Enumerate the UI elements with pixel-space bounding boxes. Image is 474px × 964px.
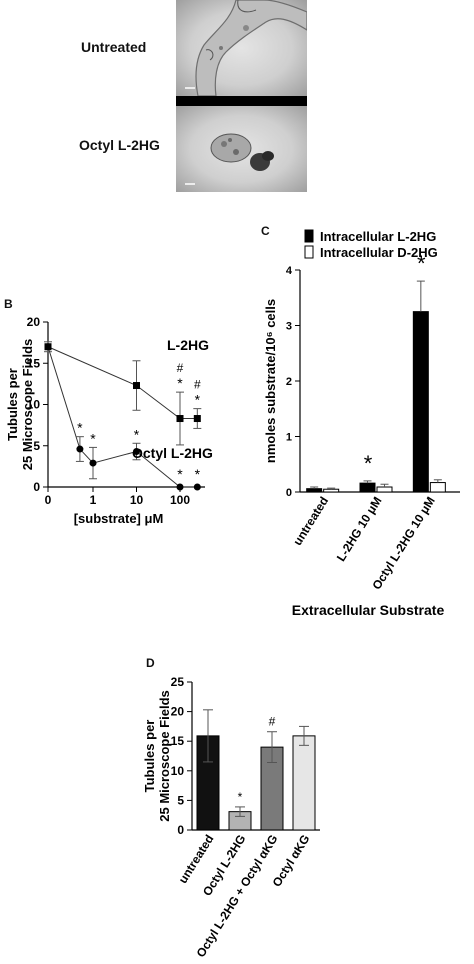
b-annotation-star: * [77,420,83,436]
c-y-tick-label: 0 [286,487,292,499]
d-annotation: # [269,715,276,729]
c-y-tick-label: 4 [286,265,293,277]
b-series-label-octyl: Octyl L-2HG [132,445,213,461]
micrograph-octyl-l2hg-image [185,133,274,185]
b-x-tick-label: 100 [170,493,190,507]
c-legend-swatch [304,229,314,243]
b-y-tick-label: 5 [33,439,40,453]
b-x-tick-label: 1 [90,493,97,507]
panel-letter-b: B [4,297,13,311]
d-y-tick-label: 15 [171,734,185,748]
c-category-label: untreated [290,494,331,548]
b-x-tick-label: 0 [45,493,52,507]
b-annotation-star: * [177,466,183,482]
b-point-circle [76,445,84,453]
d-y-tick-label: 10 [171,764,185,778]
b-y-axis-label: Tubules per25 Microscope Fields [5,339,35,471]
c-legend-label: Intracellular L-2HG [320,229,436,244]
b-y-tick-label: 15 [27,356,41,370]
c-annotation-star: * [417,251,426,276]
d-y-tick-label: 25 [171,675,185,689]
d-y-tick-label: 5 [177,793,184,807]
b-point-circle [133,448,140,456]
panel-letter-d: D [146,656,155,670]
b-x-tick-label: 10 [130,493,144,507]
micrograph-untreated-image [185,0,307,96]
micrograph-untreated [176,0,307,96]
d-bar [292,735,316,831]
b-point-circle [176,483,184,491]
b-annotation-star: * [177,375,183,391]
c-bar [412,311,429,493]
b-annotation-hash: # [177,361,184,375]
b-annotation-star: * [195,466,201,482]
b-point-circle [44,343,52,351]
b-point-square [193,415,201,423]
micrograph-label-octyl-l2hg: Octyl L-2HG [79,137,160,153]
b-series-line-1 [47,346,198,488]
b-series-label-l2hg: L-2HG [167,337,209,353]
d-y-tick-label: 0 [177,823,184,837]
c-x-axis-label: Extracellular Substrate [292,602,445,618]
c-y-tick-label: 1 [286,432,292,444]
d-y-tick-label: 20 [171,705,185,719]
b-series-line-0 [47,346,198,420]
b-point-square [133,382,140,390]
b-point-circle [193,483,201,491]
b-point-circle [89,459,97,467]
panel-letter-c: C [261,224,270,238]
b-annotation-star: * [134,426,140,442]
c-annotation-star: * [364,451,373,476]
c-y-axis-label: nmoles substrate/10⁶ cells [263,299,278,463]
c-y-tick-label: 3 [286,321,292,333]
b-annotation-star: * [90,430,96,446]
b-annotation-hash: # [194,378,201,392]
d-annotation: * [238,790,243,804]
c-bar [306,488,323,493]
b-y-tick-label: 0 [33,480,40,494]
b-x-axis-label: [substrate] μM [74,511,164,526]
b-annotation-star: * [195,392,201,408]
c-legend-swatch [304,245,314,259]
c-bar [429,482,446,493]
c-bar [376,486,393,493]
c-y-tick-label: 2 [286,376,292,388]
b-point-square [176,415,184,423]
c-bar [359,482,376,493]
chart-b: 0 5 10 15 20 0 1 10 100 [substrate] μM Tubules per… [5,315,213,526]
c-bar [323,488,340,493]
c-category-label: L-2HG 10 μM [334,494,385,564]
micrograph-octyl-l2hg [176,106,307,192]
b-y-tick-label: 20 [27,315,41,329]
c-legend-label: Intracellular D-2HG [320,245,438,260]
b-y-tick-label: 10 [27,398,41,412]
d-y-axis-label: Tubules per25 Microscope Fields [142,690,172,822]
micrograph-divider [176,96,307,106]
micrograph-label-untreated: Untreated [81,39,147,55]
